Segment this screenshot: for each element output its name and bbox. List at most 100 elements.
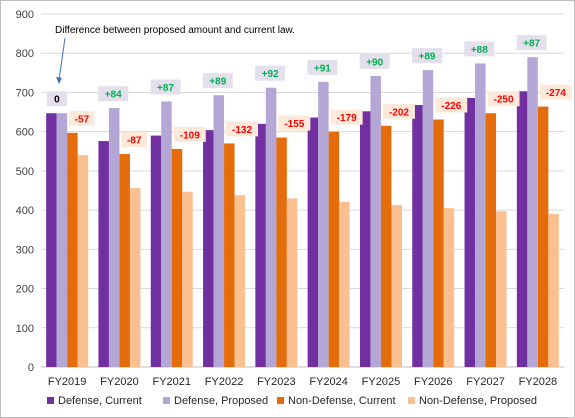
y-axis-ticks: 0 100 200 300 400 500 600 700 800 900: [16, 9, 34, 374]
bar: [161, 101, 172, 368]
bar: [182, 191, 193, 367]
defense-diff-label: +84: [105, 90, 122, 101]
x-tick-label: FY2025: [362, 376, 401, 388]
y-tick-label: 700: [16, 87, 34, 99]
x-axis-categories: FY2019 FY2020 FY2021 FY2022 FY2023 FY2024 FY20…: [48, 376, 557, 388]
defense-diff-label: 0: [54, 95, 60, 106]
nondefense-diff-label: -57: [75, 114, 90, 125]
defense-diff-label-box: [150, 79, 181, 95]
defense-diff-label-box: [412, 48, 442, 64]
bar: [224, 143, 235, 367]
legend-swatch: [277, 397, 284, 404]
defense-diff-label-box: [516, 35, 547, 51]
bar: [328, 131, 340, 367]
nondefense-diff-label: -87: [127, 136, 142, 147]
difference-labels: 0 -57 +84 -87 +87 -109 +89 -132 +92 -155 +91 -179 +9…: [46, 35, 572, 148]
bar: [443, 208, 455, 367]
x-tick-label: FY2021: [152, 376, 191, 388]
bar: [496, 211, 507, 367]
defense-diff-label-box: [202, 73, 233, 89]
bar: [234, 195, 246, 367]
bar: [98, 141, 109, 367]
y-tick-label: 600: [16, 127, 34, 139]
nondefense-diff-label: -274: [546, 88, 566, 99]
defense-diff-label: +88: [471, 45, 488, 56]
nondefense-diff-label-box: [278, 115, 311, 131]
bar: [119, 154, 130, 367]
nondefense-diff-label: -155: [284, 119, 304, 130]
bar: [150, 135, 162, 367]
bar: [464, 97, 476, 368]
defense-diff-label: +92: [262, 69, 279, 80]
nondefense-diff-label: -132: [232, 125, 252, 136]
legend-label: Non-Defense, Current: [288, 395, 396, 407]
bar: [412, 104, 423, 368]
bar: [527, 57, 538, 368]
bar: [108, 108, 120, 367]
nondefense-diff-label-box: [382, 103, 415, 119]
nondefense-diff-label-box: [330, 109, 363, 125]
defense-diff-label-box: [255, 65, 286, 81]
y-tick-label: 100: [16, 323, 34, 335]
bar: [286, 198, 298, 367]
x-tick-label: FY2028: [519, 376, 558, 388]
bar: [422, 70, 434, 368]
nondefense-diff-label: -226: [441, 101, 461, 112]
legend-label: Defense, Current: [58, 395, 142, 407]
bar: [516, 91, 528, 368]
x-tick-label: FY2022: [205, 376, 244, 388]
y-tick-label: 0: [28, 362, 34, 374]
nondefense-diff-label-box: [226, 121, 259, 137]
defense-diff-label: +89: [209, 77, 226, 88]
nondefense-diff-label-box: [539, 84, 572, 100]
bar: [485, 113, 497, 367]
bar: [391, 205, 402, 367]
bar: [318, 81, 329, 368]
legend: Defense, Current Defense, Proposed Non-Def…: [47, 395, 537, 407]
nondefense-diff-label-box: [69, 110, 95, 126]
defense-diff-label-box: [46, 91, 67, 107]
y-tick-label: 900: [16, 9, 34, 21]
bar: [171, 148, 183, 367]
annotation-group: Difference between proposed amount and c…: [55, 25, 295, 84]
bar: [129, 188, 141, 367]
bar: [537, 106, 549, 367]
x-tick-label: FY2026: [414, 376, 453, 388]
defense-diff-label-box: [98, 86, 129, 102]
defense-diff-label-box: [464, 41, 495, 57]
bar: [203, 130, 214, 367]
nondefense-diff-label: -250: [494, 95, 514, 106]
nondefense-diff-label: -179: [337, 113, 357, 124]
bar: [307, 117, 319, 368]
legend-swatch: [408, 397, 415, 404]
legend-label: Non-Defense, Proposed: [419, 395, 537, 407]
x-tick-label: FY2019: [48, 376, 87, 388]
nondefense-diff-label: -202: [389, 107, 409, 118]
x-tick-label: FY2027: [466, 376, 505, 388]
y-tick-label: 300: [16, 244, 34, 256]
bar: [359, 111, 371, 367]
nondefense-diff-label-box: [435, 97, 468, 113]
annotation-arrowhead: [56, 77, 62, 84]
defense-diff-label: +87: [523, 39, 540, 50]
bar: [475, 63, 486, 368]
nondefense-diff-label-box: [121, 132, 147, 148]
defense-diff-label: +90: [366, 57, 383, 68]
nondefense-diff-label-box: [487, 91, 520, 107]
bar: [46, 113, 57, 367]
x-tick-label: FY2023: [257, 376, 296, 388]
bar: [276, 137, 287, 367]
bar: [548, 214, 559, 367]
y-tick-label: 200: [16, 284, 34, 296]
bars: [46, 57, 559, 368]
legend-swatch: [163, 397, 170, 404]
legend-swatch: [47, 397, 54, 404]
bar: [77, 155, 89, 367]
y-tick-label: 500: [16, 166, 34, 178]
bar: [265, 87, 277, 367]
bar: [56, 113, 68, 367]
defense-diff-label-box: [307, 59, 338, 75]
defense-diff-label-box: [359, 53, 390, 69]
nondefense-diff-label: -109: [180, 130, 200, 141]
